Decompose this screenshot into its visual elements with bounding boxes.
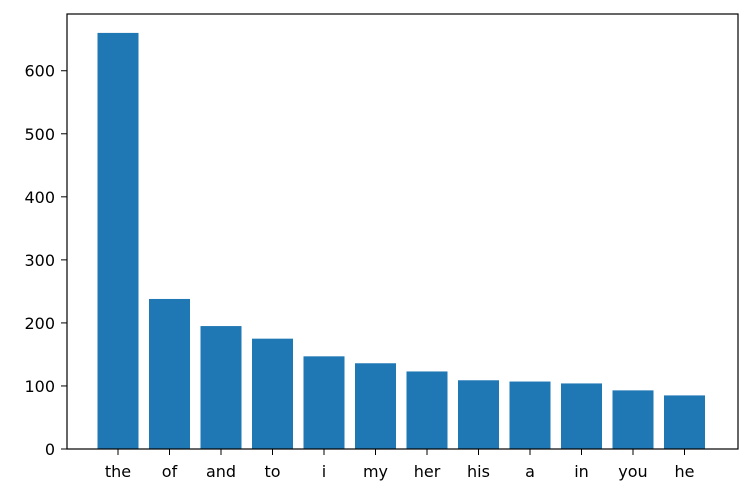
x-tick-label: in (574, 462, 589, 481)
x-axis-ticks: the of and to i my her his a in you he (105, 449, 695, 481)
bar-you (612, 390, 654, 449)
y-tick-label: 400 (24, 188, 55, 207)
bar-and (200, 326, 242, 449)
bar-in (561, 383, 602, 449)
bar-my (355, 363, 396, 449)
x-tick-label: the (105, 462, 131, 481)
bar-the (97, 32, 139, 449)
x-tick-label: his (467, 462, 490, 481)
bar-a (509, 381, 551, 449)
y-tick-label: 100 (24, 377, 55, 396)
bar-of (149, 298, 190, 449)
x-tick-label: my (363, 462, 388, 481)
bar-to (252, 338, 293, 449)
y-tick-label: 500 (24, 125, 55, 144)
bar-he (664, 395, 705, 449)
y-axis-ticks: 0 100 200 300 400 500 600 (24, 62, 67, 459)
bar-her (406, 371, 448, 449)
x-tick-label: and (206, 462, 236, 481)
y-tick-label: 600 (24, 62, 55, 81)
x-tick-label: of (162, 462, 178, 481)
y-tick-label: 0 (45, 440, 55, 459)
bars-group (97, 32, 705, 449)
y-tick-label: 200 (24, 314, 55, 333)
x-tick-label: you (618, 462, 647, 481)
x-tick-label: a (525, 462, 535, 481)
x-tick-label: her (414, 462, 441, 481)
plot-frame (66, 13, 739, 450)
bar-i (303, 356, 345, 449)
bar-his (458, 380, 499, 449)
y-tick-label: 300 (24, 251, 55, 270)
x-tick-label: i (322, 462, 326, 481)
x-tick-label: he (675, 462, 695, 481)
x-tick-label: to (264, 462, 280, 481)
